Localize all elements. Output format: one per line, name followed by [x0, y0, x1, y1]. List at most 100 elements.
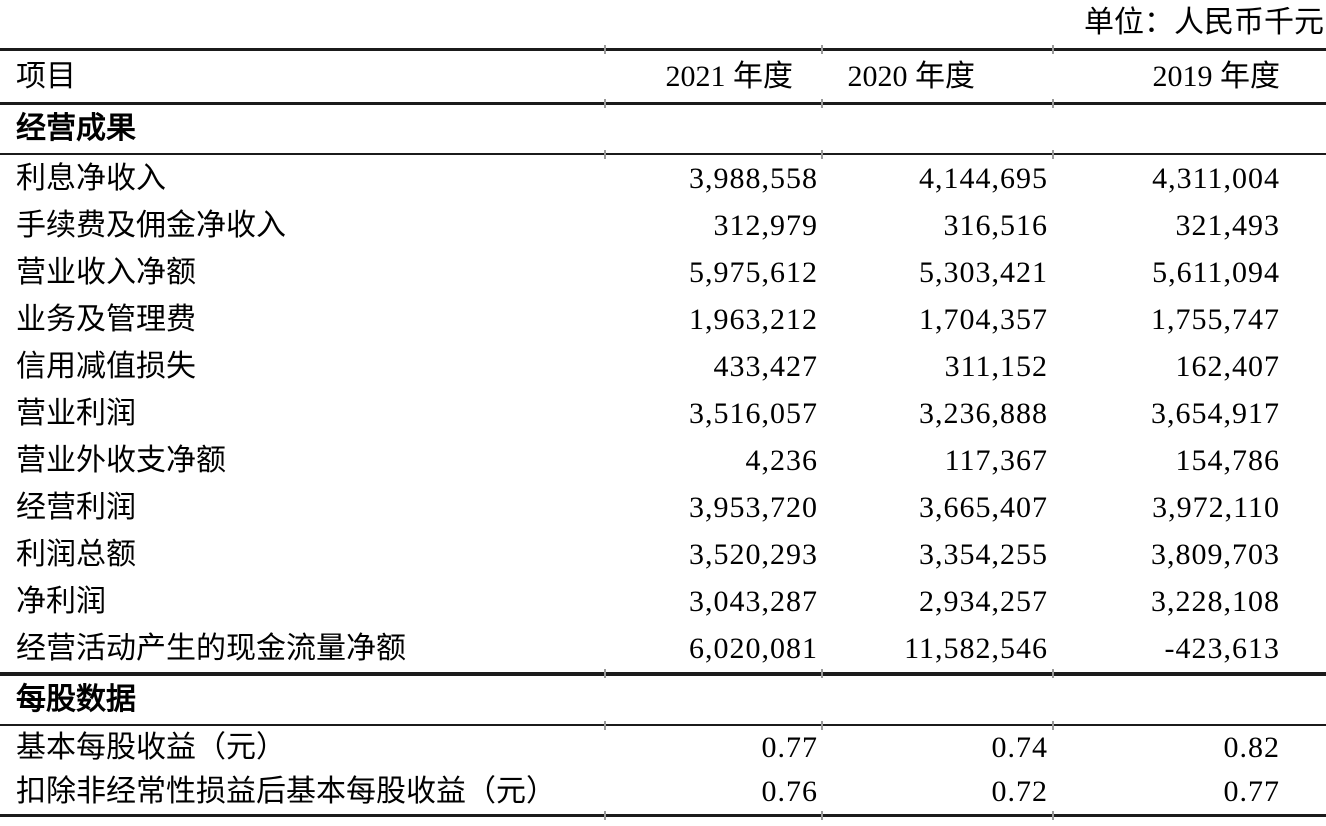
row-label: 信用减值损失	[16, 350, 196, 383]
column-joint-tick	[1052, 99, 1054, 108]
value-2021: 0.77	[761, 731, 818, 764]
column-joint-tick	[604, 811, 606, 820]
column-joint-tick	[821, 99, 823, 108]
table-row: 营业收入净额 5,975,612 5,303,421 5,611,094	[0, 249, 1326, 296]
value-2020: 2,934,257	[919, 585, 1048, 618]
value-2021: 1,963,212	[689, 303, 818, 336]
column-joint-tick	[604, 150, 606, 159]
value-2020: 0.74	[991, 731, 1048, 764]
column-joint-tick	[821, 150, 823, 159]
column-joint-tick	[1052, 721, 1054, 730]
value-2019: 3,809,703	[1151, 538, 1280, 571]
row-label: 基本每股收益（元）	[16, 731, 286, 764]
value-2019: 5,611,094	[1152, 256, 1280, 289]
value-2019: 3,654,917	[1151, 397, 1280, 430]
value-2019: 4,311,004	[1152, 162, 1280, 195]
header-year-2019: 2019 年度	[1152, 60, 1281, 93]
value-2021: 5,975,612	[689, 256, 818, 289]
column-joint-tick	[821, 669, 823, 678]
value-2021: 3,516,057	[689, 397, 818, 430]
column-joint-tick	[604, 45, 606, 54]
section-rule	[0, 721, 1326, 730]
column-joint-tick	[1052, 669, 1054, 678]
value-2020: 117,367	[944, 444, 1048, 477]
table-row: 基本每股收益（元） 0.77 0.74 0.82	[0, 726, 1326, 770]
header-bottom-rule	[0, 99, 1326, 108]
table-row: 利息净收入 3,988,558 4,144,695 4,311,004	[0, 155, 1326, 202]
value-2020: 0.72	[991, 775, 1048, 808]
value-2020: 1,704,357	[919, 303, 1048, 336]
value-2019: 0.82	[1223, 731, 1280, 764]
row-label: 营业收入净额	[16, 256, 196, 289]
section-title: 每股数据	[16, 683, 136, 716]
row-label: 手续费及佣金净收入	[16, 209, 286, 242]
value-2019: 162,407	[1175, 350, 1280, 383]
value-2019: 321,493	[1175, 209, 1280, 242]
header-year-2020: 2020 年度	[847, 60, 976, 93]
column-joint-tick	[821, 811, 823, 820]
value-2020: 4,144,695	[919, 162, 1048, 195]
row-label: 营业利润	[16, 397, 136, 430]
unit-label: 单位：人民币千元	[1084, 6, 1324, 39]
row-label: 经营活动产生的现金流量净额	[16, 632, 406, 665]
column-joint-tick	[604, 669, 606, 678]
table-row: 扣除非经常性损益后基本每股收益（元） 0.76 0.72 0.77	[0, 770, 1326, 814]
column-joint-tick	[821, 721, 823, 730]
value-2020: 3,665,407	[919, 491, 1048, 524]
table-top-rule	[0, 45, 1326, 54]
column-joint-tick	[1052, 45, 1054, 54]
column-joint-tick	[821, 45, 823, 54]
row-label: 扣除非经常性损益后基本每股收益（元）	[16, 775, 556, 808]
value-2020: 3,354,255	[919, 538, 1048, 571]
value-2021: 3,043,287	[689, 585, 818, 618]
row-label: 经营利润	[16, 491, 136, 524]
value-2019: 1,755,747	[1151, 303, 1280, 336]
row-label: 净利润	[16, 585, 106, 618]
section-per-share-data: 每股数据	[0, 676, 1326, 724]
section-title: 经营成果	[16, 112, 136, 145]
column-joint-tick	[604, 721, 606, 730]
value-2021: 6,020,081	[689, 632, 818, 665]
header-year-2021: 2021 年度	[665, 60, 794, 93]
table-row: 净利润 3,043,287 2,934,257 3,228,108	[0, 578, 1326, 625]
row-label: 利润总额	[16, 538, 136, 571]
value-2020: 5,303,421	[919, 256, 1048, 289]
table-bottom-rule	[0, 811, 1326, 820]
table-row: 利润总额 3,520,293 3,354,255 3,809,703	[0, 531, 1326, 578]
row-label: 利息净收入	[16, 162, 166, 195]
table-row: 手续费及佣金净收入 312,979 316,516 321,493	[0, 202, 1326, 249]
section-divider-rule	[0, 669, 1326, 678]
column-joint-tick	[1052, 811, 1054, 820]
table-row: 业务及管理费 1,963,212 1,704,357 1,755,747	[0, 296, 1326, 343]
value-2020: 11,582,546	[904, 632, 1048, 665]
value-2019: 154,786	[1175, 444, 1280, 477]
value-2020: 311,152	[944, 350, 1048, 383]
value-2019: 3,228,108	[1151, 585, 1280, 618]
value-2021: 433,427	[713, 350, 818, 383]
value-2020: 316,516	[943, 209, 1048, 242]
value-2021: 312,979	[713, 209, 818, 242]
table-header-row: 项目 2021 年度 2020 年度 2019 年度	[0, 51, 1326, 102]
table-row: 经营利润 3,953,720 3,665,407 3,972,110	[0, 484, 1326, 531]
table-row: 营业外收支净额 4,236 117,367 154,786	[0, 437, 1326, 484]
row-label: 营业外收支净额	[16, 444, 226, 477]
table-row: 经营活动产生的现金流量净额 6,020,081 11,582,546 -423,…	[0, 625, 1326, 672]
value-2021: 3,520,293	[689, 538, 818, 571]
section-rule	[0, 150, 1326, 159]
value-2019: 3,972,110	[1152, 491, 1280, 524]
value-2021: 3,953,720	[689, 491, 818, 524]
value-2019: 0.77	[1223, 775, 1280, 808]
value-2019: -423,613	[1164, 632, 1280, 665]
section-operating-results: 经营成果	[0, 105, 1326, 153]
value-2020: 3,236,888	[919, 397, 1048, 430]
column-joint-tick	[604, 99, 606, 108]
table-row: 信用减值损失 433,427 311,152 162,407	[0, 343, 1326, 390]
value-2021: 4,236	[745, 444, 818, 477]
value-2021: 3,988,558	[689, 162, 818, 195]
header-item: 项目	[16, 60, 76, 93]
column-joint-tick	[1052, 150, 1054, 159]
value-2021: 0.76	[761, 775, 818, 808]
row-label: 业务及管理费	[16, 303, 196, 336]
table-row: 营业利润 3,516,057 3,236,888 3,654,917	[0, 390, 1326, 437]
